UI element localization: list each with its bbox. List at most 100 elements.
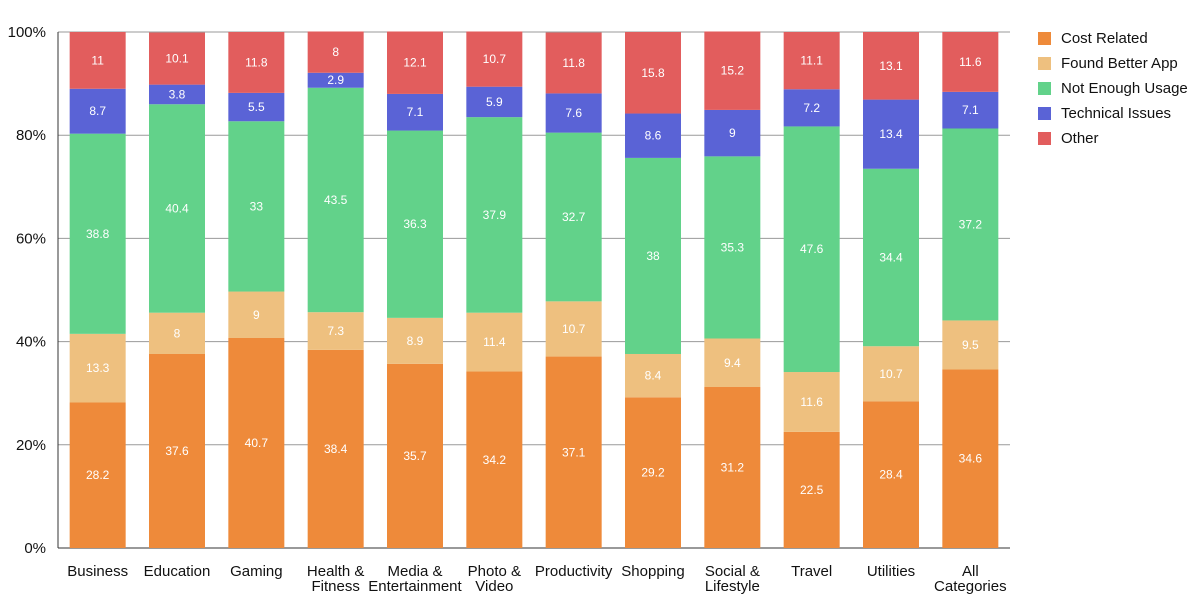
bar-segment — [942, 369, 999, 548]
data-label: 11.1 — [800, 54, 823, 68]
bar-segment — [545, 32, 602, 94]
x-tick-label: Media & Entertainment — [368, 563, 462, 595]
bar-segment — [783, 126, 840, 373]
bar-segment — [228, 32, 285, 93]
data-label: 10.7 — [483, 52, 507, 66]
bar-segment — [545, 301, 602, 357]
data-label: 33 — [250, 199, 264, 213]
data-label: 9.5 — [962, 338, 979, 352]
data-label: 28.2 — [86, 468, 110, 482]
bar-segment — [149, 312, 205, 354]
bar-segment — [228, 92, 285, 122]
bar-stack: 31.2 9.4 35.3 9 15.2 — [704, 31, 761, 548]
bar-segment — [387, 130, 443, 318]
x-tick-label: Travel — [791, 563, 832, 580]
data-label: 7.1 — [407, 105, 424, 119]
data-label: 12.1 — [403, 56, 427, 70]
x-tick-label: Social & Lifestyle — [705, 563, 760, 595]
data-label: 29.2 — [641, 466, 665, 480]
data-label: 5.9 — [486, 95, 503, 109]
data-label: 35.3 — [721, 240, 745, 254]
bar-segment — [704, 109, 761, 157]
bar-segment — [307, 31, 364, 73]
data-label: 7.2 — [803, 101, 820, 115]
data-label: 47.6 — [800, 242, 824, 256]
data-label: 5.5 — [248, 100, 265, 114]
bar-segment — [149, 84, 205, 105]
data-label: 11 — [91, 53, 104, 67]
data-label: 11.8 — [562, 56, 585, 70]
bar-segment — [863, 32, 919, 100]
bar-segment — [545, 356, 602, 548]
legend-label: Found Better App — [1061, 55, 1178, 72]
data-label: 32.7 — [562, 210, 586, 224]
bar-stack: 34.6 9.5 37.2 7.1 11.6 — [942, 32, 999, 548]
data-label: 15.8 — [641, 66, 665, 80]
data-label: 40.4 — [165, 201, 189, 215]
bar-segment — [387, 31, 443, 94]
data-label: 10.7 — [562, 322, 586, 336]
bars: 28.2 13.3 38.8 8.7 11 37.6 8 40.4 3.8 10.1 40.7 9 33… — [69, 31, 999, 548]
data-label: 8.9 — [407, 334, 424, 348]
bar-segment — [942, 32, 999, 92]
y-tick-label: 80% — [16, 127, 46, 144]
bar-segment — [704, 387, 761, 548]
bar-segment — [228, 337, 285, 548]
bar-segment — [69, 88, 126, 134]
legend: Cost Related Found Better App Not Enough U… — [1038, 30, 1188, 147]
data-label: 38 — [646, 249, 660, 263]
data-label: 13.1 — [879, 59, 903, 73]
data-label: 31.2 — [721, 461, 745, 475]
data-label: 37.6 — [165, 444, 189, 458]
bar-segment — [783, 89, 840, 127]
bar-stack: 22.5 11.6 47.6 7.2 11.1 — [783, 32, 840, 548]
bar-segment — [704, 31, 761, 110]
bar-segment — [625, 397, 681, 548]
data-label: 9 — [253, 308, 260, 322]
data-label: 11.6 — [800, 395, 823, 409]
y-tick-label: 60% — [16, 230, 46, 247]
x-axis: Business Education Gaming Health & FitnessMe… — [67, 563, 1006, 595]
x-tick-label: Health & Fitness — [307, 563, 365, 595]
bar-segment — [149, 32, 205, 85]
legend-swatch — [1038, 82, 1051, 95]
x-tick-label: All Categories — [934, 563, 1007, 595]
bar-segment — [625, 157, 681, 354]
legend-swatch — [1038, 32, 1051, 45]
x-tick-label: Utilities — [867, 563, 915, 580]
y-tick-label: 20% — [16, 437, 46, 454]
data-label: 11.6 — [959, 55, 982, 69]
bar-segment — [466, 371, 523, 548]
data-label: 35.7 — [403, 449, 427, 463]
data-label: 28.4 — [879, 468, 903, 482]
data-label: 34.6 — [959, 452, 983, 466]
bar-stack: 35.7 8.9 36.3 7.1 12.1 — [387, 31, 443, 548]
data-label: 7.6 — [565, 106, 582, 120]
bar-segment — [69, 333, 126, 403]
bar-stack: 37.6 8 40.4 3.8 10.1 — [149, 32, 205, 548]
data-label: 7.1 — [962, 103, 979, 117]
data-label: 40.7 — [245, 436, 269, 450]
data-label: 8.6 — [645, 129, 662, 143]
bar-segment — [625, 32, 681, 114]
legend-label: Not Enough Usage — [1061, 80, 1188, 97]
data-label: 8.7 — [89, 104, 106, 118]
data-label: 3.8 — [169, 87, 186, 101]
x-tick-label: Business — [67, 563, 128, 580]
legend-label: Technical Issues — [1061, 105, 1171, 122]
data-label: 8 — [332, 45, 339, 59]
data-label: 9.4 — [724, 356, 741, 370]
bar-segment — [387, 93, 443, 131]
data-label: 13.3 — [86, 361, 110, 375]
data-label: 36.3 — [403, 217, 427, 231]
bar-segment — [149, 104, 205, 313]
data-label: 43.5 — [324, 193, 348, 207]
bar-segment — [307, 349, 364, 548]
bar-segment — [466, 117, 523, 313]
bar-segment — [783, 32, 840, 90]
data-label: 37.2 — [959, 217, 983, 231]
x-tick-label: Productivity — [535, 563, 613, 580]
bar-segment — [307, 72, 364, 88]
bar-segment — [307, 312, 364, 350]
y-tick-label: 40% — [16, 334, 46, 351]
